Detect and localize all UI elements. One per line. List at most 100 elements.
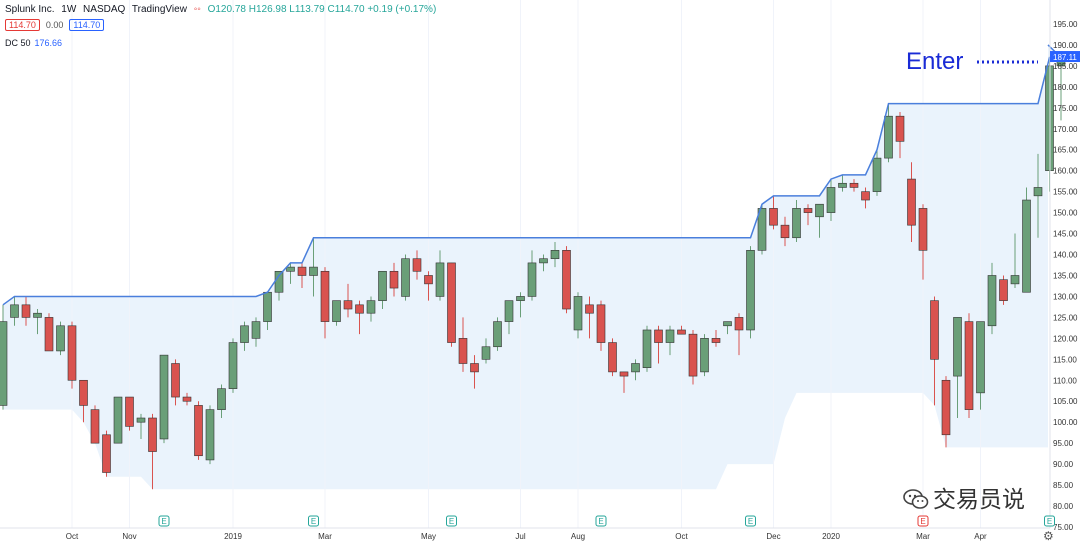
price-axis[interactable]: 75.00 80.00 85.00 90.00 95.00 100.00 105.00 110…: [1049, 0, 1080, 532]
candle-body: [803, 208, 813, 213]
candle-body: [964, 321, 974, 410]
candle-body: [159, 354, 169, 440]
price-tick-label: 150.00: [1053, 209, 1078, 218]
candle-body: [355, 304, 364, 314]
candle-body: [205, 409, 215, 461]
candle-body: [516, 296, 525, 301]
entry-annotation: Enter: [906, 48, 1038, 75]
time-tick-label: Dec: [766, 532, 780, 541]
candle-body: [389, 270, 399, 289]
donchian-upper-line: [2, 44, 1063, 306]
price-tick-label: 90.00: [1053, 460, 1074, 469]
price-tick-label: 195.00: [1053, 20, 1078, 29]
candle-body: [343, 300, 353, 310]
collapse-icon[interactable]: ◦◦: [193, 4, 201, 15]
indicator-name: DC 50: [5, 38, 31, 48]
last-price-badge: [1050, 51, 1080, 63]
candle-body: [654, 329, 663, 343]
earnings-marker-label: E: [1047, 517, 1052, 526]
last-price-label: 187.11: [1053, 53, 1077, 62]
price-tick-label: 125.00: [1053, 313, 1078, 322]
candle-body: [21, 304, 31, 318]
sell-price-button[interactable]: 114.70: [5, 19, 40, 31]
indicator-legend[interactable]: DC 50 176.66: [5, 38, 62, 48]
candle-body: [67, 325, 77, 381]
earnings-marker: [745, 515, 756, 527]
time-tick-label: Mar: [318, 532, 332, 541]
candle-body: [872, 157, 882, 192]
spread-value: 0.00: [45, 20, 64, 30]
candle-body: [217, 388, 226, 410]
time-axis[interactable]: Oct Nov 2019 Mar May Jul Aug Oct Dec 2020 Mar Apr: [0, 527, 1050, 541]
candle-body: [378, 270, 387, 301]
candle-body: [838, 182, 847, 188]
candle-body: [999, 279, 1008, 301]
trade-buttons: 114.70 0.00 114.70: [5, 19, 105, 31]
price-tick-label: 95.00: [1053, 439, 1074, 448]
price-tick-label: 170.00: [1053, 125, 1078, 134]
candle-body: [918, 208, 928, 251]
price-tick-label: 160.00: [1053, 167, 1078, 176]
candle-body: [424, 275, 433, 285]
candle-body: [562, 250, 571, 310]
earnings-marker-label: E: [161, 517, 166, 526]
candle-body: [953, 317, 962, 377]
candle-body: [228, 342, 238, 389]
price-tick-label: 75.00: [1053, 523, 1074, 532]
time-tick-label: Jul: [515, 532, 525, 541]
interval-label[interactable]: 1W: [61, 4, 77, 15]
candle-body: [677, 329, 686, 335]
earnings-marker-label: E: [598, 517, 603, 526]
price-tick-label: 155.00: [1053, 188, 1078, 197]
candle-body: [631, 363, 640, 373]
earnings-marker-label: E: [920, 517, 925, 526]
candle-body: [286, 266, 295, 272]
candle-body: [665, 329, 675, 343]
candle-body: [930, 300, 939, 360]
candle-body: [33, 312, 42, 318]
upper-band-line: [2, 44, 1063, 306]
price-tick-label: 135.00: [1053, 271, 1078, 280]
earnings-marker: [917, 515, 929, 527]
enter-label: Enter: [906, 48, 963, 75]
candle-body: [792, 208, 801, 239]
symbol-name[interactable]: Splunk Inc.: [5, 4, 55, 15]
candle-body: [412, 258, 422, 272]
price-tick-label: 145.00: [1053, 230, 1078, 239]
candle-body: [136, 417, 146, 423]
earnings-marker: [158, 515, 170, 527]
candle-body: [56, 325, 65, 352]
earnings-marker: [446, 515, 457, 527]
source-label: TradingView: [131, 4, 187, 15]
candle-body: [596, 304, 606, 343]
candle-body: [79, 379, 88, 406]
price-tick-label: 185.00: [1053, 62, 1078, 71]
candle-body: [458, 338, 468, 364]
candle-body: [619, 371, 629, 377]
price-tick-label: 80.00: [1053, 502, 1074, 511]
candle-body: [504, 300, 514, 322]
candle-body: [1022, 199, 1031, 293]
price-tick-label: 120.00: [1053, 334, 1078, 343]
price-tick-label: 105.00: [1053, 397, 1078, 406]
candle-body: [171, 363, 180, 398]
exchange-label: NASDAQ: [83, 4, 126, 15]
candle-body: [0, 321, 8, 406]
gear-icon[interactable]: ⚙: [1043, 529, 1054, 543]
candle-body: [1010, 275, 1020, 285]
price-tick-label: 140.00: [1053, 251, 1078, 260]
candle-body: [849, 182, 859, 188]
price-tick-label: 100.00: [1053, 418, 1078, 427]
candle-body: [125, 396, 134, 427]
candle-body: [182, 396, 192, 402]
candle-body: [723, 321, 732, 327]
buy-price-button[interactable]: 114.70: [69, 19, 105, 31]
candle-body: [527, 262, 537, 297]
candle-body: [585, 304, 594, 314]
candle-body: [769, 208, 778, 226]
earnings-marker-label: E: [311, 517, 316, 526]
time-tick-label: Aug: [571, 532, 585, 541]
candle-body: [366, 300, 376, 314]
